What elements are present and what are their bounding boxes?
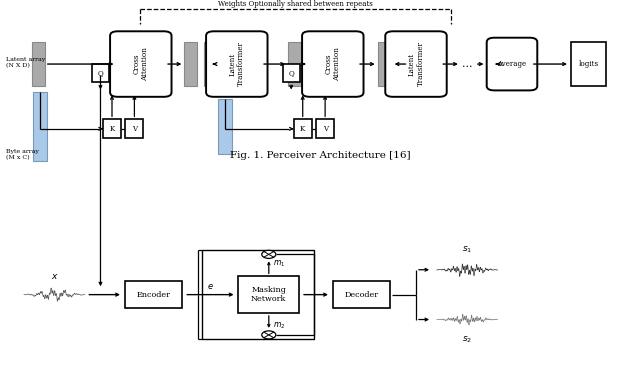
Bar (204, 42, 216, 86)
Bar (202, 250, 314, 339)
Text: Q: Q (98, 69, 103, 77)
Text: Weights Optionally shared between repeats: Weights Optionally shared between repeat… (218, 0, 372, 8)
Text: Fig. 1. Perceiver Architecture [16]: Fig. 1. Perceiver Architecture [16] (230, 151, 410, 160)
Text: $x$: $x$ (51, 272, 58, 281)
Text: Latent
Transformer: Latent Transformer (408, 42, 424, 86)
Bar (184, 42, 197, 86)
Text: Latent
Transformer: Latent Transformer (228, 42, 245, 86)
Bar (572, 42, 607, 86)
Text: $s_2$: $s_2$ (462, 334, 472, 345)
FancyBboxPatch shape (206, 31, 268, 97)
Text: K: K (300, 125, 305, 133)
Circle shape (262, 250, 276, 258)
Text: Average: Average (497, 60, 527, 68)
Bar (103, 119, 121, 138)
Text: $m_1$: $m_1$ (273, 258, 285, 269)
Bar (288, 42, 301, 86)
FancyBboxPatch shape (385, 31, 447, 97)
Bar (396, 42, 408, 86)
Text: Decoder: Decoder (344, 291, 379, 299)
FancyBboxPatch shape (302, 31, 364, 97)
Bar (316, 119, 334, 138)
Text: $e$: $e$ (207, 282, 214, 291)
Text: $s_1$: $s_1$ (462, 244, 472, 255)
Text: $m_2$: $m_2$ (273, 320, 285, 331)
Bar (32, 42, 45, 86)
Bar (125, 281, 182, 308)
Text: K: K (109, 125, 115, 133)
Text: V: V (323, 125, 328, 133)
Text: Q: Q (289, 69, 294, 77)
Text: Masking
Network: Masking Network (251, 286, 287, 303)
Text: Encoder: Encoder (136, 291, 171, 299)
Bar (378, 42, 390, 86)
Text: Byte array
(M x C): Byte array (M x C) (6, 149, 39, 160)
Bar (283, 64, 300, 82)
Text: Cross
Attention: Cross Attention (324, 47, 341, 81)
Bar (333, 281, 390, 308)
FancyBboxPatch shape (487, 38, 538, 90)
Bar (33, 92, 47, 161)
Bar (294, 119, 312, 138)
Circle shape (262, 331, 276, 339)
Bar (218, 99, 232, 154)
Bar (239, 276, 300, 313)
Text: logits: logits (579, 60, 599, 68)
Text: V: V (132, 125, 137, 133)
Text: ...: ... (462, 59, 472, 69)
FancyBboxPatch shape (110, 31, 172, 97)
Text: Latent array
(N X D): Latent array (N X D) (6, 57, 45, 68)
Bar (92, 64, 109, 82)
Bar (486, 42, 499, 86)
Text: Cross
Attention: Cross Attention (132, 47, 149, 81)
Bar (125, 119, 143, 138)
